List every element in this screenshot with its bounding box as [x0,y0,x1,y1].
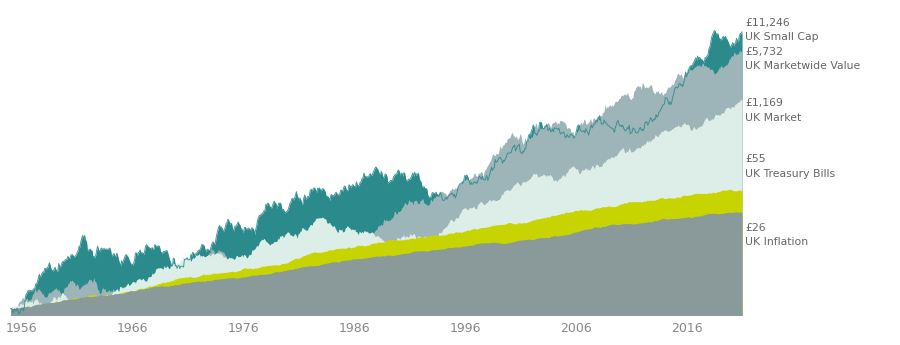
Text: £26
UK Inflation: £26 UK Inflation [745,223,808,247]
Text: £1,169
UK Market: £1,169 UK Market [745,98,802,123]
Text: £11,246
UK Small Cap: £11,246 UK Small Cap [745,18,819,42]
Text: £55
UK Treasury Bills: £55 UK Treasury Bills [745,154,835,179]
Text: £5,732
UK Marketwide Value: £5,732 UK Marketwide Value [745,47,860,71]
